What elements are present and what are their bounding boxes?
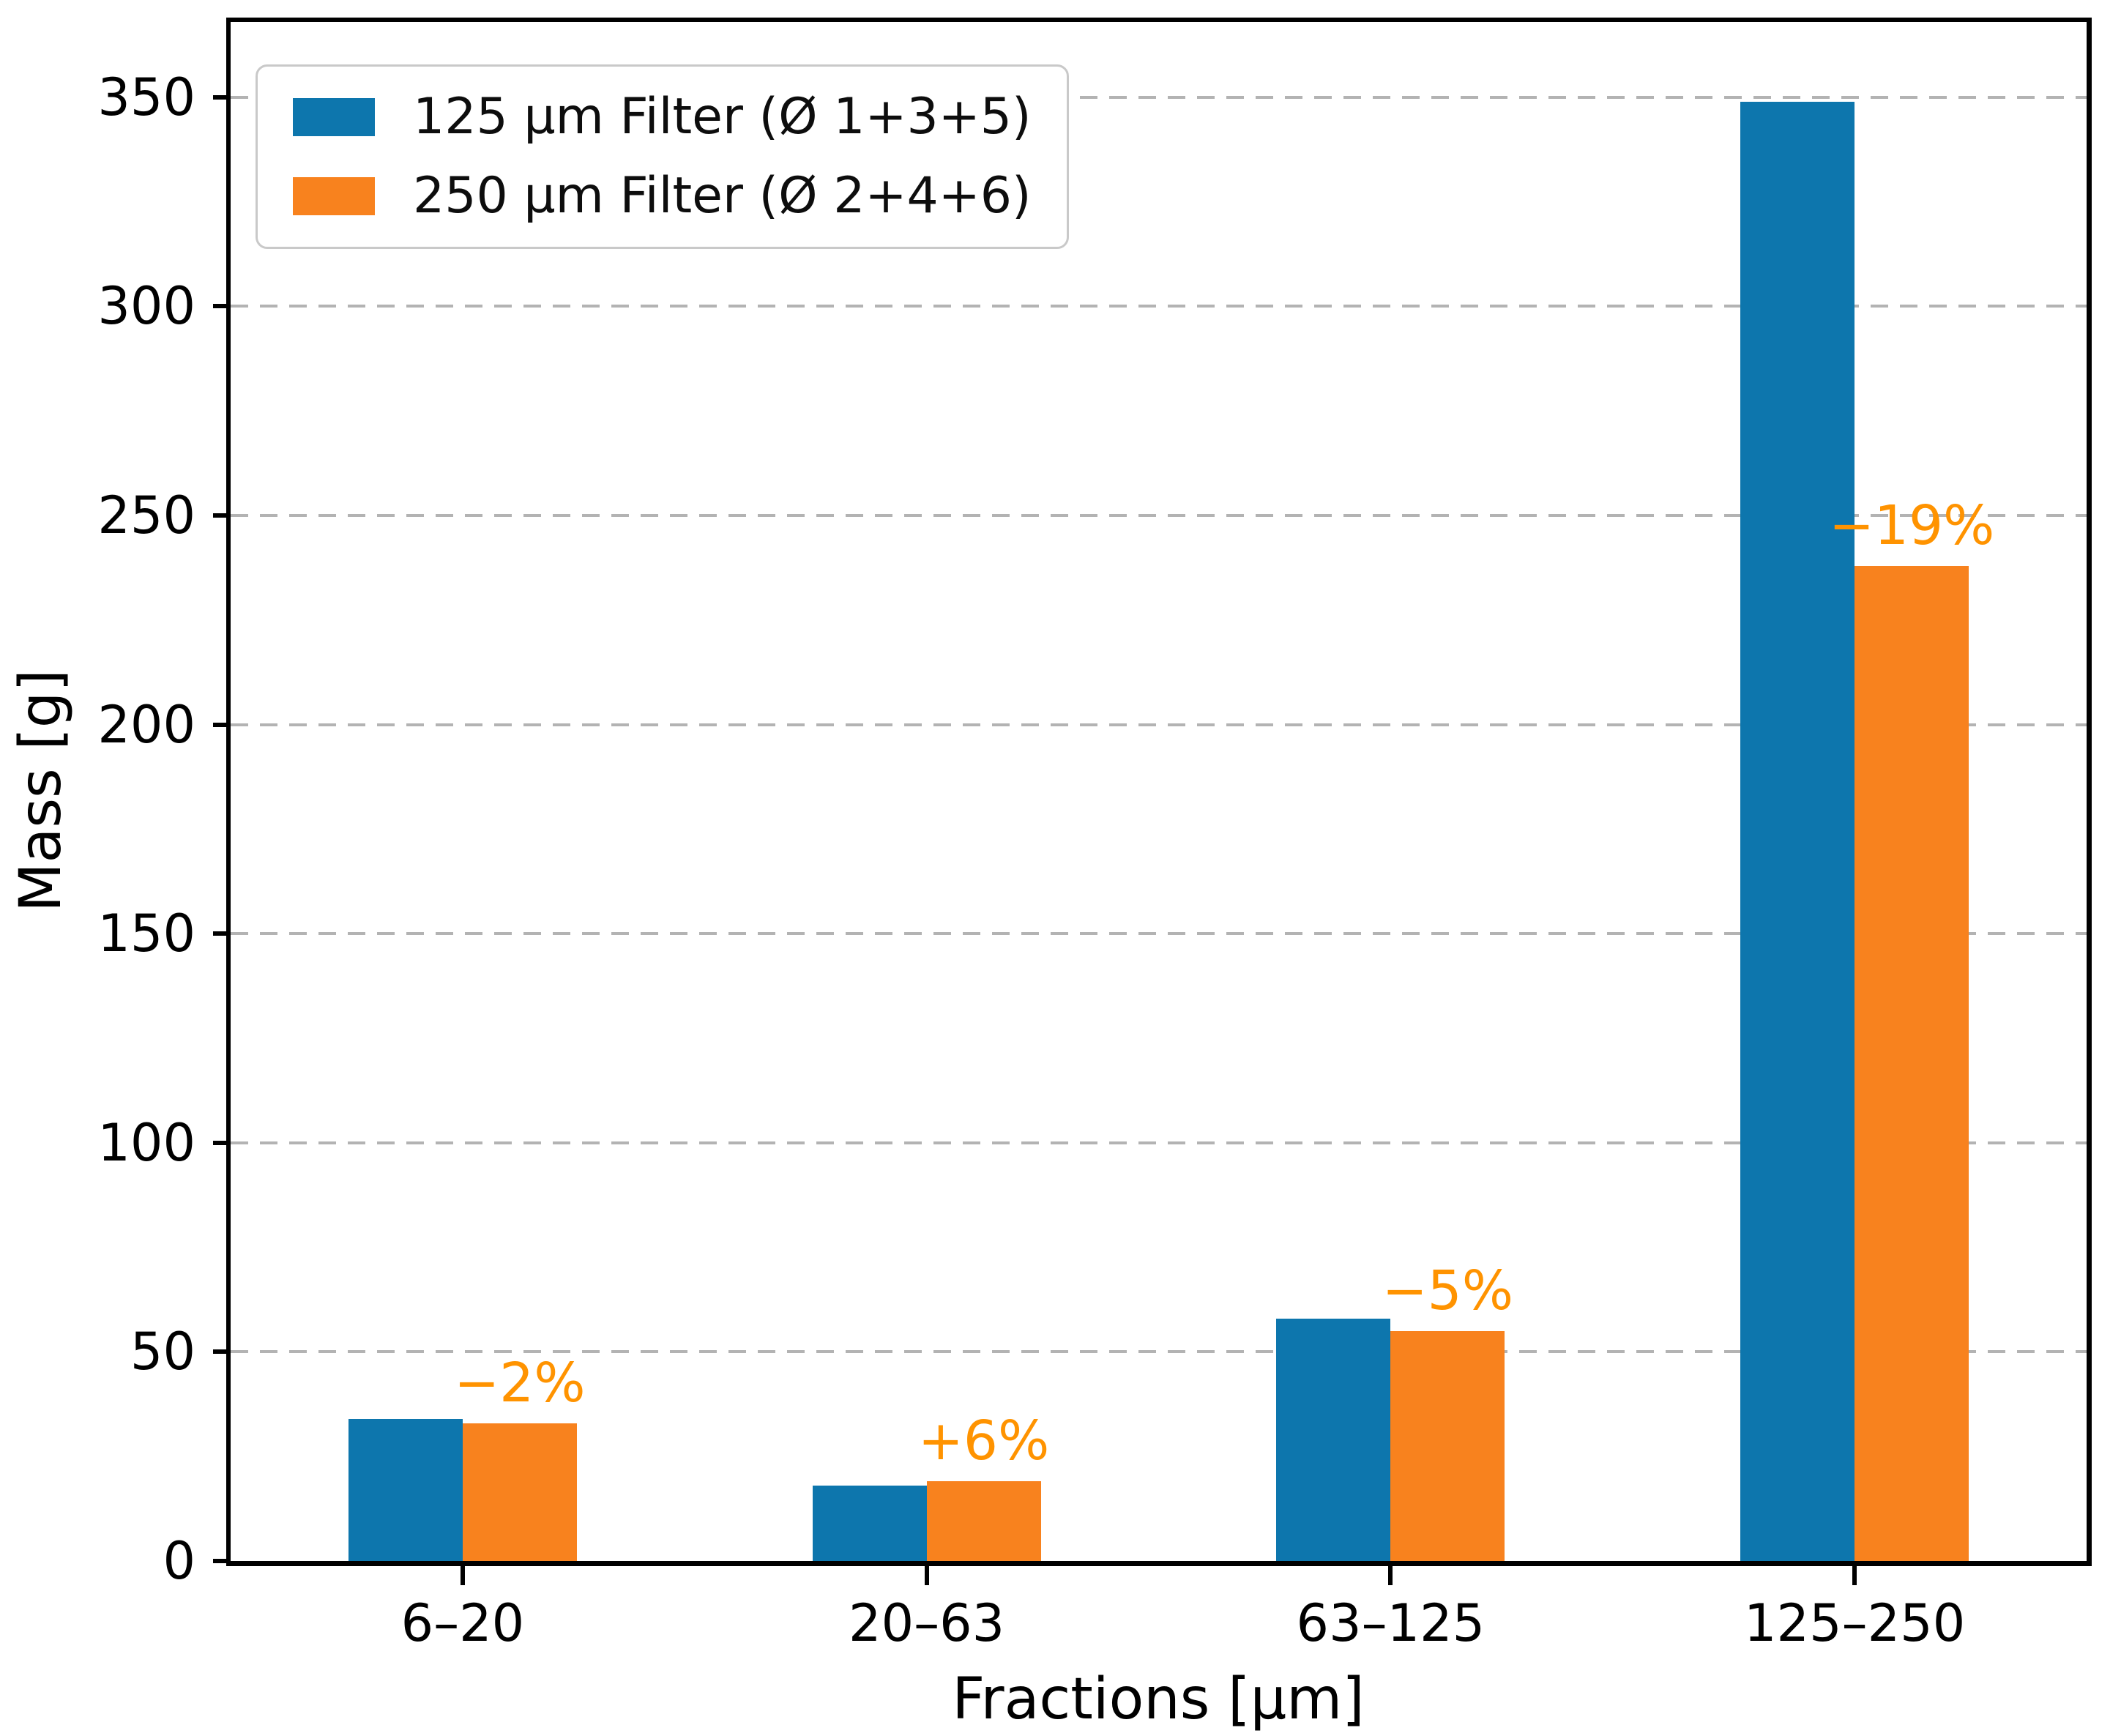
legend-swatch-orange-icon <box>293 177 375 216</box>
y-tick-mark <box>213 513 231 518</box>
right-spine <box>2087 18 2092 1566</box>
y-tick-label: 350 <box>97 67 195 127</box>
legend-label: 125 µm Filter (Ø 1+3+5) <box>413 88 1032 146</box>
y-tick-mark <box>213 304 231 309</box>
pct-annotation: −5% <box>1382 1259 1514 1322</box>
x-tick-mark <box>460 1566 465 1585</box>
y-tick-mark <box>213 94 231 100</box>
top-spine <box>226 18 2092 22</box>
grid-line <box>231 514 2087 517</box>
left-spine <box>226 18 231 1566</box>
grid-line <box>231 1141 2087 1144</box>
y-tick-mark <box>213 1349 231 1355</box>
bottom-spine <box>226 1561 2092 1566</box>
y-tick-label: 300 <box>97 276 195 337</box>
x-tick-label: 20–63 <box>849 1593 1005 1653</box>
y-tick-mark <box>213 722 231 727</box>
y-tick-mark <box>213 931 231 936</box>
grid-line <box>231 1350 2087 1354</box>
bar-250um-filter <box>1855 565 1969 1561</box>
grid-line <box>231 932 2087 936</box>
x-tick-label: 125–250 <box>1744 1593 1966 1653</box>
plot-area: −2% +6% −5% −19% 125 µm Filter (Ø 1+3+5) 25… <box>226 18 2092 1566</box>
y-tick-mark <box>213 1559 231 1563</box>
bar-250um-filter <box>926 1481 1041 1561</box>
pct-annotation: −19% <box>1828 493 1995 557</box>
y-tick-label: 150 <box>97 904 195 964</box>
grid-line <box>231 723 2087 726</box>
bar-125um-filter <box>812 1486 927 1561</box>
bar-125um-filter <box>1740 101 1855 1561</box>
x-tick-mark <box>1388 1566 1393 1585</box>
bar-125um-filter <box>348 1418 463 1561</box>
legend-row: 250 µm Filter (Ø 2+4+6) <box>293 167 1032 226</box>
x-tick-mark <box>924 1566 929 1585</box>
legend-row: 125 µm Filter (Ø 1+3+5) <box>293 88 1032 146</box>
y-tick-label: 250 <box>97 485 195 545</box>
bar-250um-filter <box>1390 1330 1505 1561</box>
y-tick-label: 50 <box>130 1322 195 1382</box>
x-tick-label: 63–125 <box>1296 1593 1486 1653</box>
grid-line <box>231 305 2087 308</box>
bar-125um-filter <box>1276 1318 1391 1561</box>
bar-250um-filter <box>462 1423 577 1561</box>
x-tick-label: 6–20 <box>400 1593 525 1653</box>
pct-annotation: −2% <box>454 1351 586 1415</box>
legend-label: 250 µm Filter (Ø 2+4+6) <box>413 167 1032 226</box>
legend-swatch-blue-icon <box>293 98 375 137</box>
grid-line <box>231 95 2087 99</box>
y-tick-label: 0 <box>163 1531 195 1591</box>
y-tick-label: 200 <box>97 694 195 755</box>
legend: 125 µm Filter (Ø 1+3+5) 250 µm Filter (Ø… <box>256 64 1069 250</box>
y-tick-label: 100 <box>97 1112 195 1173</box>
pct-annotation: +6% <box>917 1409 1050 1473</box>
y-tick-mark <box>213 1140 231 1145</box>
x-tick-mark <box>1852 1566 1857 1585</box>
x-axis-title: Fractions [µm] <box>952 1666 1365 1732</box>
